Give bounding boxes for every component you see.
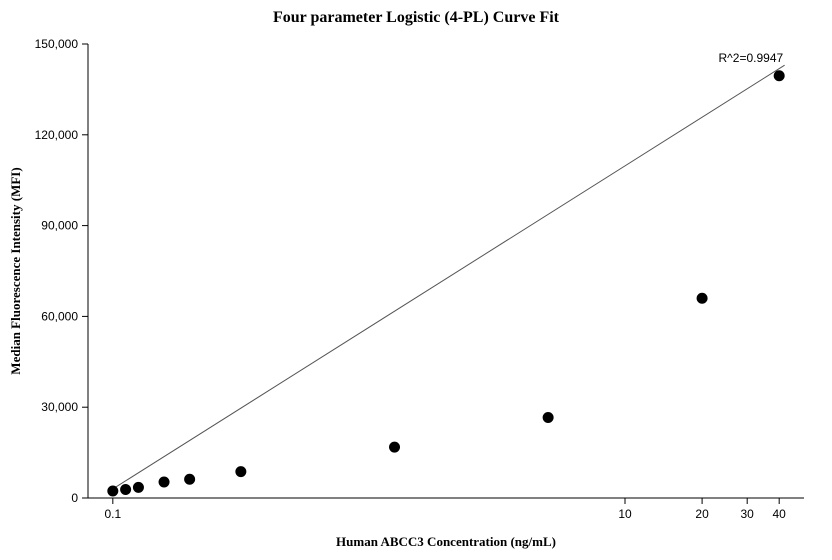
x-tick-label: 10: [618, 507, 632, 521]
y-tick-label: 120,000: [35, 128, 79, 142]
chart-background: [0, 0, 832, 560]
chart-container: Four parameter Logistic (4-PL) Curve Fit…: [0, 0, 832, 560]
r-squared-annotation: R^2=0.9947: [718, 51, 783, 65]
data-point: [159, 477, 169, 487]
data-point: [236, 467, 246, 477]
data-point: [133, 482, 143, 492]
y-tick-label: 90,000: [41, 219, 78, 233]
x-tick-label: 20: [695, 507, 709, 521]
chart-svg: Four parameter Logistic (4-PL) Curve Fit…: [0, 0, 832, 560]
x-tick-label: 40: [773, 507, 787, 521]
data-point: [390, 442, 400, 452]
data-point: [774, 71, 784, 81]
data-point: [185, 474, 195, 484]
data-point: [121, 485, 131, 495]
x-axis-label: Human ABCC3 Concentration (ng/mL): [336, 534, 556, 549]
chart-title: Four parameter Logistic (4-PL) Curve Fit: [273, 9, 560, 26]
y-tick-label: 30,000: [41, 400, 78, 414]
x-tick-label: 30: [741, 507, 755, 521]
y-tick-label: 150,000: [35, 37, 79, 51]
x-tick-label: 0.1: [104, 507, 121, 521]
data-point: [543, 412, 553, 422]
y-axis-label: Median Fluorescence Intensity (MFI): [8, 167, 23, 374]
data-point: [108, 486, 118, 496]
data-point: [697, 293, 707, 303]
y-tick-label: 0: [71, 491, 78, 505]
y-tick-label: 60,000: [41, 309, 78, 323]
